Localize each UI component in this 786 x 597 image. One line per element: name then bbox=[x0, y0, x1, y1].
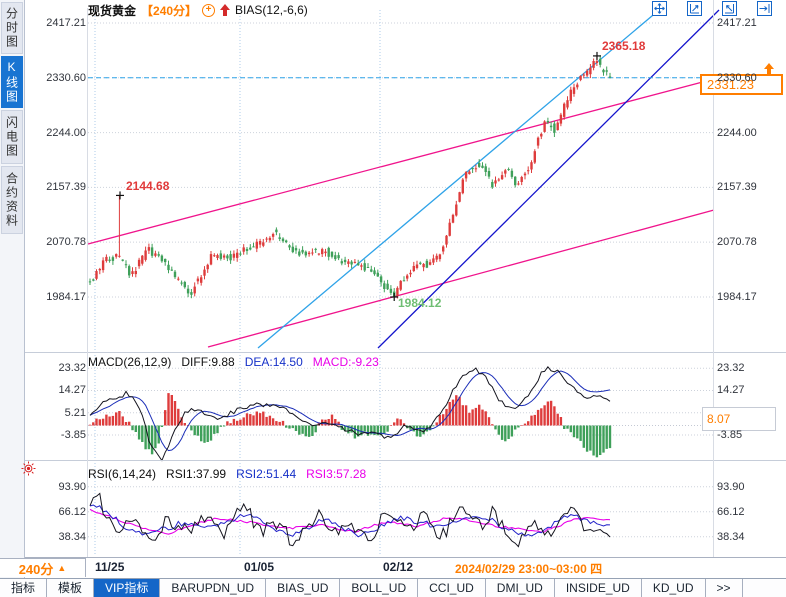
y-axis-label: 2330.60 bbox=[46, 71, 86, 84]
sidebar-item-lightning-chart[interactable]: 闪电图 bbox=[1, 110, 23, 164]
y-axis-label: 2070.78 bbox=[717, 236, 757, 249]
tab-barupdn-ud[interactable]: BARUPDN_UD bbox=[160, 579, 267, 597]
y-axis-label: 93.90 bbox=[717, 480, 745, 493]
y-axis-label: 2157.39 bbox=[717, 181, 757, 194]
alert-sun-icon[interactable] bbox=[21, 461, 36, 476]
current-bar-range: 2024/02/29 23:00~03:00 四 bbox=[455, 562, 603, 576]
tab-bias-ud[interactable]: BIAS_UD bbox=[266, 579, 341, 597]
macd-dea-value: DEA:14.50 bbox=[244, 355, 303, 369]
tab-kd-ud[interactable]: KD_UD bbox=[642, 579, 706, 597]
last-price-box: 2331.23 bbox=[700, 74, 783, 95]
sidebar-item-kline-chart[interactable]: K线图 bbox=[1, 56, 23, 108]
indicator-label: BIAS(12,-6,6) bbox=[235, 3, 308, 17]
macd-params-label: MACD(26,12,9) bbox=[88, 355, 172, 369]
y-axis-label: 66.12 bbox=[58, 505, 86, 518]
chart-title-bar: 现货黄金 【240分】 + BIAS(12,-6,6) bbox=[88, 2, 308, 18]
tab-templates[interactable]: 模板 bbox=[47, 579, 95, 597]
y-axis-label: 1984.17 bbox=[46, 290, 86, 303]
crosshair-icon[interactable] bbox=[652, 1, 667, 16]
x-axis-date: 02/12 bbox=[383, 560, 414, 574]
y-axis-label: 23.32 bbox=[58, 362, 86, 375]
y-axis-label: 66.12 bbox=[717, 505, 745, 518]
y-axis-label: 93.90 bbox=[58, 480, 86, 493]
fullscreen-icon[interactable] bbox=[757, 1, 772, 16]
tab-boll-ud[interactable]: BOLL_UD bbox=[340, 579, 419, 597]
rsi1-value: RSI1:37.99 bbox=[166, 467, 227, 481]
price-up-arrow-icon bbox=[764, 63, 774, 75]
tab-cci-ud[interactable]: CCI_UD bbox=[418, 579, 486, 597]
y-axis-label: 5.21 bbox=[64, 406, 86, 419]
symbol-name: 现货黄金 bbox=[88, 3, 137, 18]
y-axis-label: 2157.39 bbox=[46, 181, 86, 194]
triangle-up-icon: ▲ bbox=[57, 562, 67, 573]
period-label: 【240分】 bbox=[141, 3, 198, 18]
y-axis-label: 38.34 bbox=[717, 530, 745, 543]
macd-current-box: 8.07 bbox=[702, 407, 776, 431]
x-axis-date: 01/05 bbox=[244, 560, 275, 574]
tab-indicators[interactable]: 指标 bbox=[0, 579, 48, 597]
tab-dmi-ud[interactable]: DMI_UD bbox=[486, 579, 555, 597]
sidebar-item-contract-info[interactable]: 合约资料 bbox=[1, 166, 23, 234]
y-axis-label: 14.27 bbox=[58, 384, 86, 397]
y-axis-label: 1984.17 bbox=[717, 290, 757, 303]
macd-diff-value: DIFF:9.88 bbox=[181, 355, 235, 369]
rsi-header: RSI(6,14,24) RSI1:37.99 RSI2:51.44 RSI3:… bbox=[88, 467, 366, 481]
y-axis-label: -3.85 bbox=[717, 428, 743, 441]
annotation-recent-high: 2365.18 bbox=[602, 39, 646, 53]
up-arrow-icon[interactable] bbox=[220, 3, 231, 17]
x-axis-date: 11/25 bbox=[95, 560, 125, 574]
zoom-in-icon[interactable] bbox=[722, 1, 737, 16]
left-sidebar: 分时图 K线图 闪电图 合约资料 bbox=[0, 0, 25, 597]
zoom-out-icon[interactable] bbox=[687, 1, 702, 16]
rsi2-value: RSI2:51.44 bbox=[236, 467, 297, 481]
y-axis-label: 23.32 bbox=[717, 362, 745, 375]
macd-header: MACD(26,12,9) DIFF:9.88 DEA:14.50 MACD:-… bbox=[88, 355, 379, 369]
y-axis-label: -3.85 bbox=[60, 428, 86, 441]
y-axis-label: 2244.00 bbox=[717, 126, 757, 139]
indicator-tab-bar: 指标 模板 VIP指标 BARUPDN_UD BIAS_UD BOLL_UD C… bbox=[0, 578, 786, 597]
y-axis-label: 2244.00 bbox=[46, 126, 86, 139]
tab-vip-indicators[interactable]: VIP指标 bbox=[94, 579, 161, 597]
rsi3-value: RSI3:57.28 bbox=[306, 467, 367, 481]
add-indicator-icon[interactable]: + bbox=[202, 3, 216, 17]
tab-more[interactable]: >> bbox=[706, 579, 743, 597]
y-axis-label: 38.34 bbox=[58, 530, 86, 543]
y-axis-label: 2070.78 bbox=[46, 236, 86, 249]
macd-macd-value: MACD:-9.23 bbox=[312, 355, 379, 369]
period-selector[interactable]: 240分 ▲ bbox=[0, 558, 86, 577]
chart-toolbar bbox=[652, 1, 772, 16]
annotation-spike-high: 2144.68 bbox=[126, 179, 170, 193]
y-axis-label: 2417.21 bbox=[46, 17, 86, 29]
period-selector-label: 240分 bbox=[18, 561, 54, 577]
sidebar-item-time-chart[interactable]: 分时图 bbox=[1, 2, 23, 54]
annotation-swing-low: 1984.12 bbox=[398, 296, 442, 310]
rsi-params-label: RSI(6,14,24) bbox=[88, 467, 157, 481]
y-axis-label: 2330.60 bbox=[717, 71, 757, 84]
tab-inside-ud[interactable]: INSIDE_UD bbox=[555, 579, 642, 597]
y-axis-label: 14.27 bbox=[717, 384, 745, 397]
y-axis-label: 2417.21 bbox=[717, 17, 757, 29]
